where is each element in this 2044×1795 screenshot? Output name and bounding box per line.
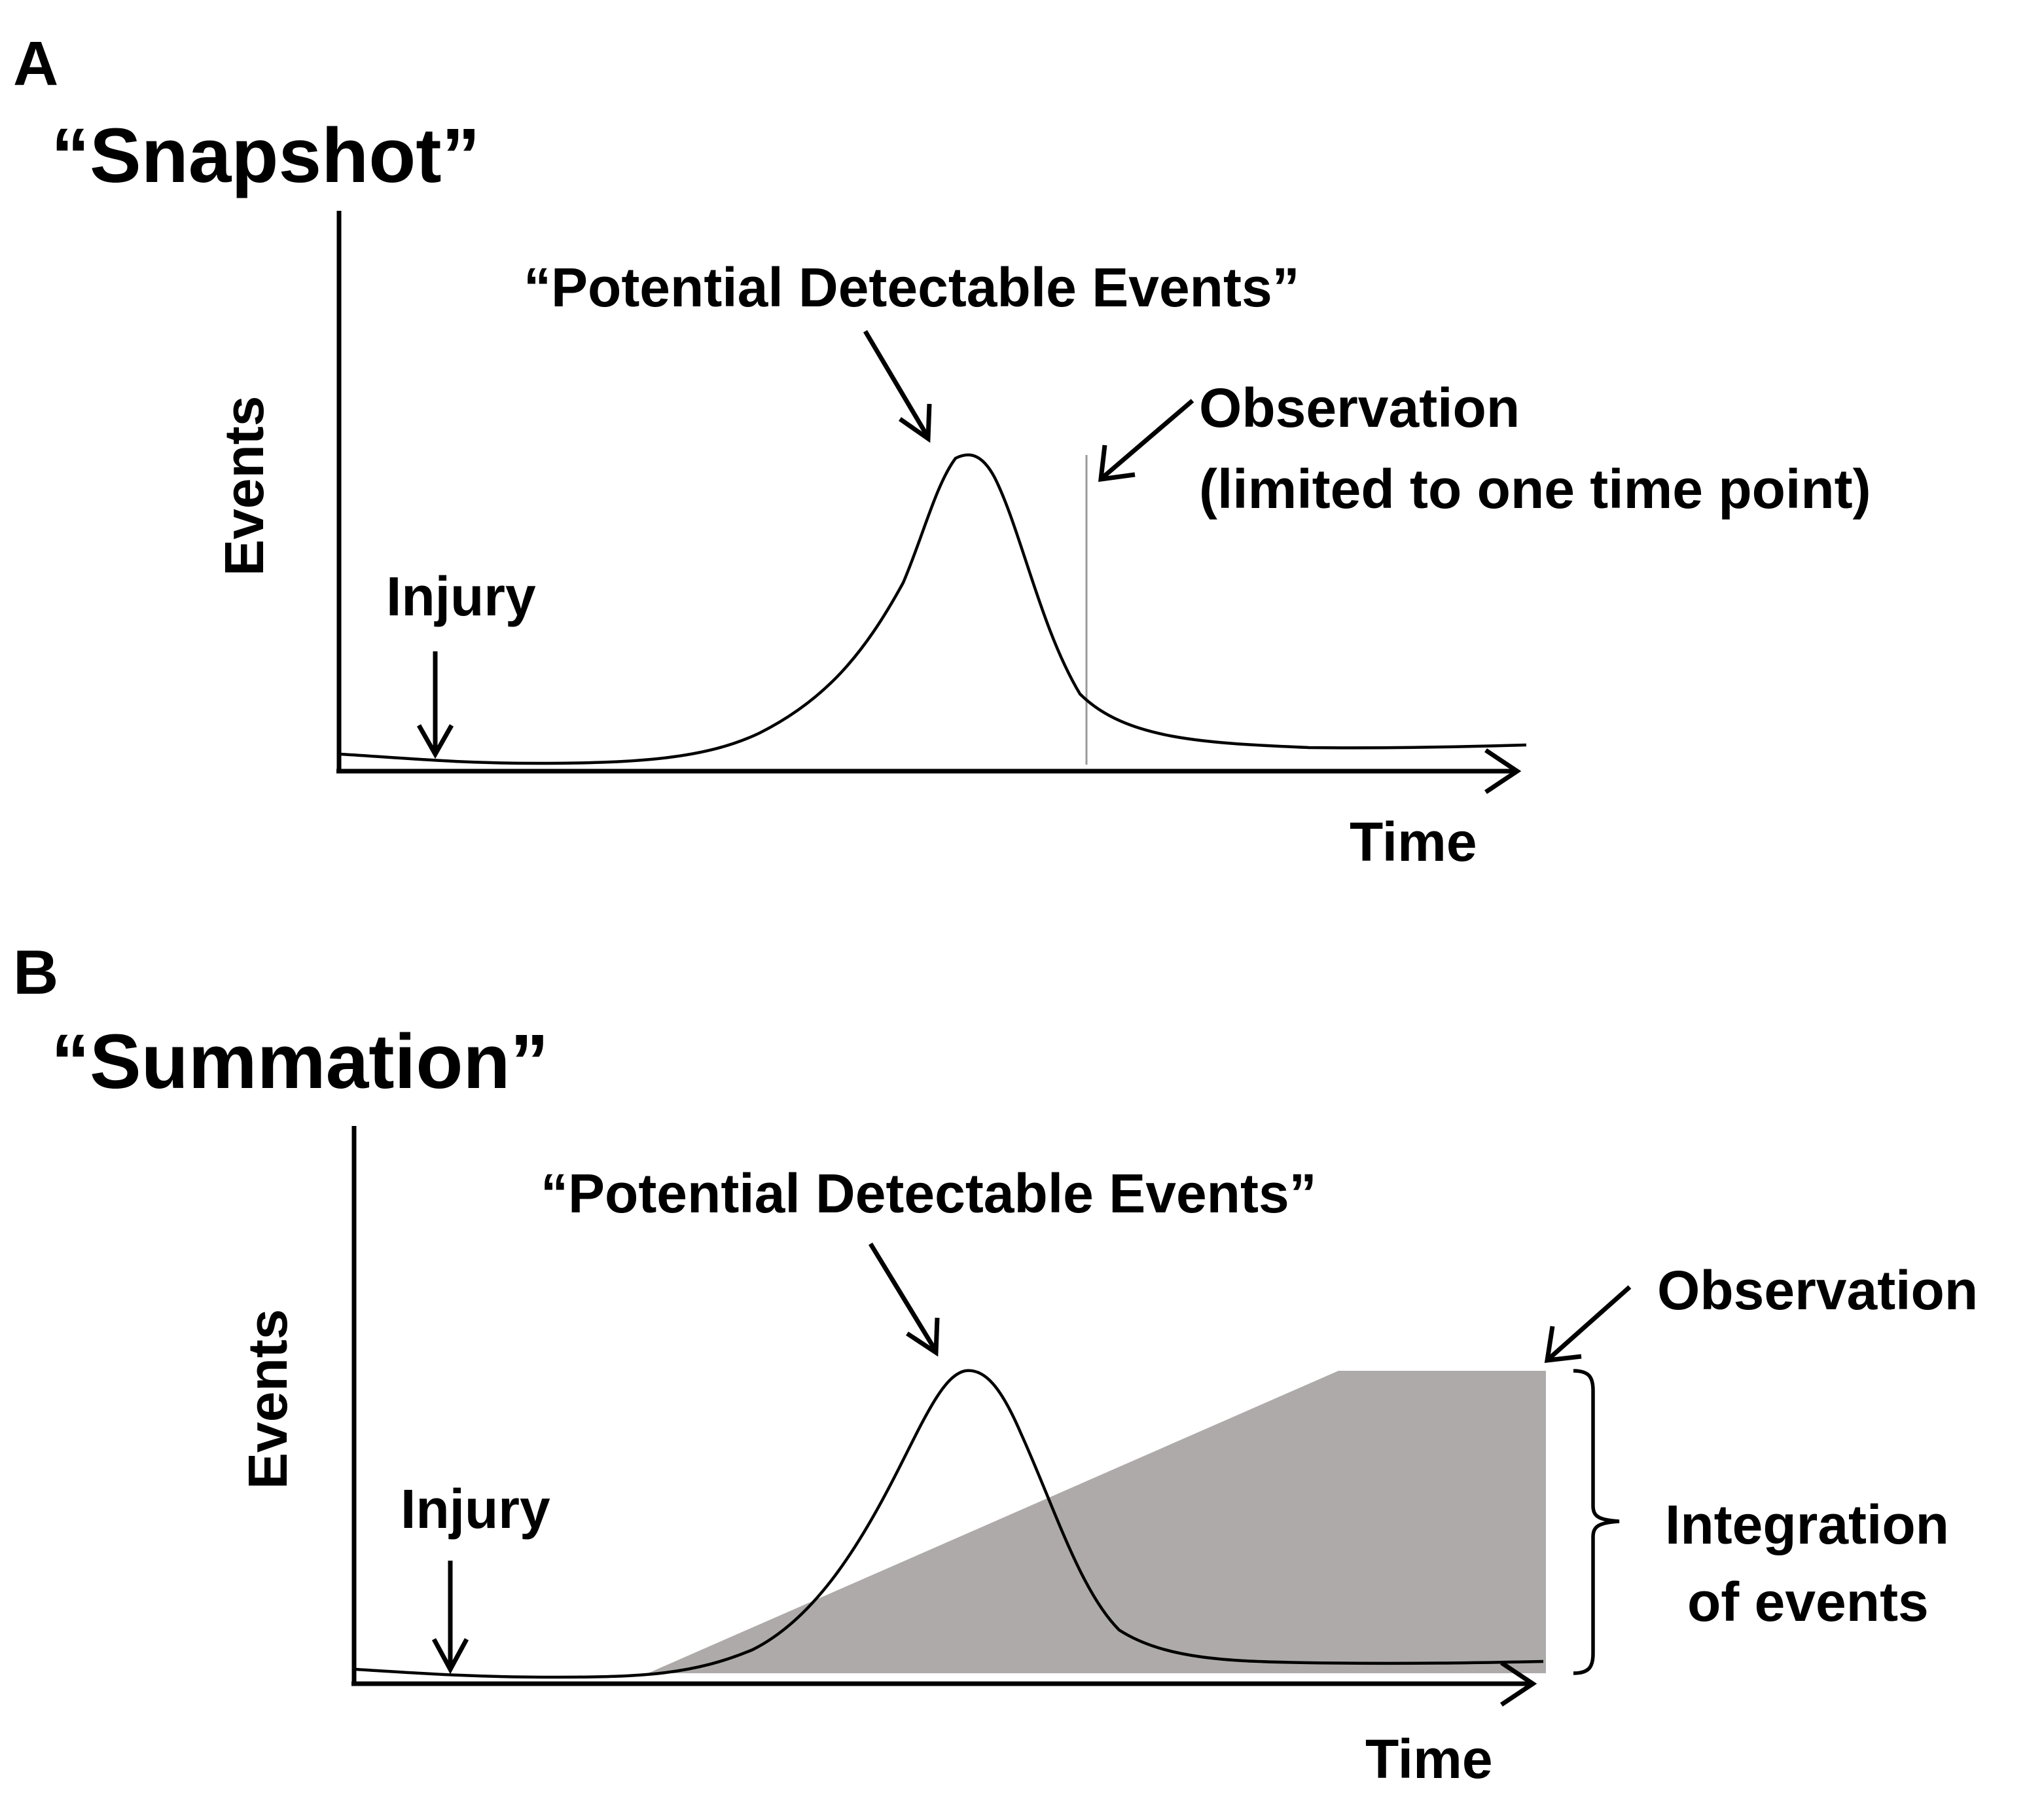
panel-a-x-axis-arrowhead: [1484, 748, 1522, 794]
panel-b-title: “Summation”: [51, 1019, 549, 1105]
panel-b-letter: B: [13, 937, 58, 1007]
panel-a-peak-arrow: [863, 330, 931, 439]
panel-a-event-curve: [340, 453, 1527, 765]
panel-b-x-axis-label: Time: [1365, 1728, 1493, 1790]
panel-a-injury-label: Injury: [386, 566, 536, 627]
panel-b-observation-arrowhead: [1544, 1326, 1582, 1364]
panel-a-title: “Snapshot”: [51, 113, 480, 199]
panel-b-x-axis-arrowhead: [1500, 1661, 1537, 1707]
panel-b-integration-label-line1: Integration: [1665, 1494, 1949, 1555]
panel-a-observation-arrow: [1100, 399, 1194, 480]
panel-b-integration-brace: [1573, 1369, 1620, 1675]
panel-a-observation-label-line2: (limited to one time point): [1199, 458, 1871, 520]
panel-b-peak-arrow: [869, 1242, 938, 1352]
panel-a-x-axis-label: Time: [1350, 811, 1477, 873]
panel-b-integration-label-line2: of events: [1687, 1571, 1929, 1633]
panel-a-observation-label-line1: Observation: [1199, 377, 1520, 439]
panel-a-letter: A: [13, 29, 58, 99]
panel-b-y-axis-label: Events: [237, 1309, 298, 1489]
panel-a-peak-label: “Potential Detectable Events”: [524, 257, 1300, 318]
panel-a: A “Snapshot” Events Time Injury “Potenti…: [13, 29, 1871, 873]
panel-b-peak-label: “Potential Detectable Events”: [541, 1163, 1317, 1224]
panel-b: B “Summation” Events Time Injury “Potent…: [13, 937, 1978, 1790]
panel-a-observation-arrowhead: [1098, 444, 1136, 482]
panel-b-peak-arrowhead: [906, 1317, 940, 1357]
panel-b-event-curve: [355, 1369, 1544, 1679]
panel-b-injury-label: Injury: [401, 1478, 550, 1540]
panel-a-injury-arrowhead: [416, 724, 454, 759]
panel-b-injury-arrowhead: [431, 1638, 469, 1675]
panel-b-observation-arrow: [1547, 1285, 1632, 1361]
panel-a-y-axis-label: Events: [213, 396, 275, 576]
panel-b-observation-label: Observation: [1657, 1260, 1978, 1321]
panel-a-peak-arrowhead: [898, 403, 932, 443]
panel-b-integration-area: [648, 1371, 1546, 1673]
